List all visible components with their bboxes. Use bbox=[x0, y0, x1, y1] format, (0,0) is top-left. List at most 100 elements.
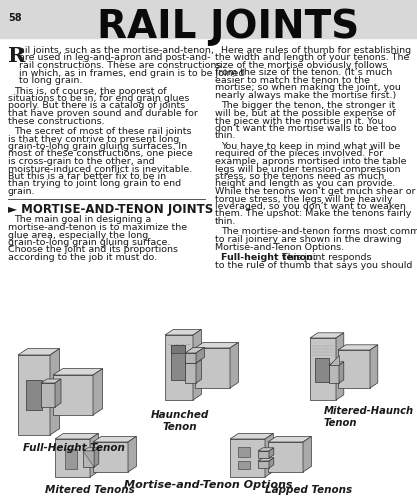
Text: Choose the joint and its proportions: Choose the joint and its proportions bbox=[8, 246, 178, 254]
Text: the piece with the mortise in it. You: the piece with the mortise in it. You bbox=[215, 116, 384, 126]
Text: from the size of the tenon. (It’s much: from the size of the tenon. (It’s much bbox=[215, 68, 392, 78]
Polygon shape bbox=[185, 363, 196, 383]
Text: situations to be in, for end grain glues: situations to be in, for end grain glues bbox=[8, 94, 189, 103]
Text: RAIL JOINTS: RAIL JOINTS bbox=[98, 8, 359, 46]
Polygon shape bbox=[338, 350, 370, 388]
Text: The mortise-and-tenon forms most common: The mortise-and-tenon forms most common bbox=[221, 228, 417, 236]
Text: according to the job it must do.: according to the job it must do. bbox=[8, 253, 157, 262]
Text: that have proven sound and durable for: that have proven sound and durable for bbox=[8, 109, 198, 118]
Polygon shape bbox=[258, 458, 274, 461]
Text: This joint responds: This joint responds bbox=[279, 253, 372, 262]
Polygon shape bbox=[338, 345, 378, 350]
Text: most of these constructions, one piece: most of these constructions, one piece bbox=[8, 150, 193, 158]
Polygon shape bbox=[370, 345, 378, 388]
Polygon shape bbox=[83, 451, 94, 467]
Polygon shape bbox=[329, 355, 339, 365]
Text: mortise; so when making the joint, you: mortise; so when making the joint, you bbox=[215, 84, 401, 92]
Text: Here are rules of thumb for establishing: Here are rules of thumb for establishing bbox=[221, 46, 411, 55]
Polygon shape bbox=[339, 362, 344, 383]
Polygon shape bbox=[94, 448, 99, 467]
Polygon shape bbox=[165, 335, 193, 400]
Polygon shape bbox=[171, 345, 185, 353]
Text: Mitered-Haunch
Tenon: Mitered-Haunch Tenon bbox=[324, 406, 414, 427]
Text: Lapped Tenons: Lapped Tenons bbox=[265, 485, 352, 495]
Text: 58: 58 bbox=[8, 13, 22, 23]
Polygon shape bbox=[258, 448, 274, 451]
Text: Mitered Tenons: Mitered Tenons bbox=[45, 485, 135, 495]
Text: grain-to-long grain gluing surface.: grain-to-long grain gluing surface. bbox=[8, 238, 171, 247]
Polygon shape bbox=[258, 461, 269, 468]
Text: R: R bbox=[8, 46, 25, 66]
Text: ► MORTISE-AND-TENON JOINTS: ► MORTISE-AND-TENON JOINTS bbox=[8, 204, 213, 216]
Polygon shape bbox=[53, 375, 93, 415]
Text: is that they contrive to present long: is that they contrive to present long bbox=[8, 134, 179, 143]
Text: You have to keep in mind what will be: You have to keep in mind what will be bbox=[221, 142, 400, 151]
Polygon shape bbox=[18, 348, 60, 355]
Bar bbox=[0, 0, 417, 38]
Text: ail joints, such as the mortise-and-tenon,: ail joints, such as the mortise-and-teno… bbox=[19, 46, 214, 55]
Polygon shape bbox=[171, 345, 185, 380]
Polygon shape bbox=[303, 436, 311, 472]
Polygon shape bbox=[55, 379, 61, 407]
Polygon shape bbox=[93, 368, 103, 415]
Polygon shape bbox=[185, 360, 201, 363]
Polygon shape bbox=[269, 448, 274, 458]
Polygon shape bbox=[55, 434, 98, 439]
Polygon shape bbox=[195, 342, 239, 348]
Text: the width and length of your tenons. The: the width and length of your tenons. The bbox=[215, 54, 409, 62]
Text: poorly. But there is a catalog of joints: poorly. But there is a catalog of joints bbox=[8, 102, 185, 110]
Polygon shape bbox=[185, 348, 204, 353]
Polygon shape bbox=[258, 451, 269, 458]
Polygon shape bbox=[65, 449, 77, 469]
Polygon shape bbox=[165, 330, 201, 335]
Text: than trying to joint long grain to end: than trying to joint long grain to end bbox=[8, 180, 181, 188]
Text: easier to match the tenon to the: easier to match the tenon to the bbox=[215, 76, 370, 85]
Polygon shape bbox=[26, 380, 42, 410]
Text: size of the mortise obviously follows: size of the mortise obviously follows bbox=[215, 61, 387, 70]
Polygon shape bbox=[53, 368, 103, 375]
Text: Mortise-and-Tenon Options: Mortise-and-Tenon Options bbox=[124, 480, 293, 490]
Polygon shape bbox=[315, 358, 329, 382]
Polygon shape bbox=[83, 448, 99, 451]
Polygon shape bbox=[41, 383, 55, 407]
Text: stress, so the tenons need as much: stress, so the tenons need as much bbox=[215, 172, 384, 181]
Polygon shape bbox=[83, 451, 94, 467]
Text: is cross-grain to the other, and: is cross-grain to the other, and bbox=[8, 157, 155, 166]
Text: The main goal in designing a: The main goal in designing a bbox=[14, 216, 151, 224]
Text: nearly always make the mortise first.): nearly always make the mortise first.) bbox=[215, 91, 396, 100]
Polygon shape bbox=[55, 439, 90, 477]
Polygon shape bbox=[50, 348, 60, 435]
Text: height and length as you can provide.: height and length as you can provide. bbox=[215, 180, 395, 188]
Text: don’t want the mortise walls to be too: don’t want the mortise walls to be too bbox=[215, 124, 397, 133]
Polygon shape bbox=[238, 447, 250, 457]
Text: Haunched
Tenon: Haunched Tenon bbox=[151, 410, 209, 432]
Text: in which, as in frames, end grain is to be joined: in which, as in frames, end grain is to … bbox=[19, 68, 244, 78]
Text: required of the pieces involved. For: required of the pieces involved. For bbox=[215, 150, 383, 158]
Polygon shape bbox=[230, 439, 265, 477]
Polygon shape bbox=[195, 348, 230, 388]
Polygon shape bbox=[93, 436, 136, 442]
Text: legs will be under tension-compression: legs will be under tension-compression bbox=[215, 164, 400, 173]
Text: grain-to-long grain gluing surfaces. In: grain-to-long grain gluing surfaces. In bbox=[8, 142, 187, 151]
Polygon shape bbox=[196, 360, 201, 383]
Text: glue area, especially the long: glue area, especially the long bbox=[8, 230, 148, 239]
Polygon shape bbox=[18, 355, 50, 435]
Text: But this is a far better fix to be in: But this is a far better fix to be in bbox=[8, 172, 166, 181]
Text: leveraged, so you don’t want to weaken: leveraged, so you don’t want to weaken bbox=[215, 202, 406, 211]
Polygon shape bbox=[230, 342, 239, 388]
Text: The bigger the tenon, the stronger it: The bigger the tenon, the stronger it bbox=[221, 102, 395, 110]
Polygon shape bbox=[336, 333, 344, 400]
Text: While the tenons won’t get much shear or: While the tenons won’t get much shear or bbox=[215, 187, 415, 196]
Text: these constructions.: these constructions. bbox=[8, 116, 105, 126]
Text: grain.: grain. bbox=[8, 187, 35, 196]
Text: to long grain.: to long grain. bbox=[19, 76, 83, 85]
Polygon shape bbox=[268, 436, 311, 442]
Text: example, aprons mortised into the table: example, aprons mortised into the table bbox=[215, 157, 407, 166]
Polygon shape bbox=[230, 434, 274, 439]
Text: torque stress, the legs will be heavily: torque stress, the legs will be heavily bbox=[215, 194, 392, 203]
Polygon shape bbox=[310, 333, 344, 338]
Polygon shape bbox=[329, 365, 339, 383]
Text: them. The upshot: Make the tenons fairly: them. The upshot: Make the tenons fairly bbox=[215, 210, 412, 218]
Text: thin.: thin. bbox=[215, 132, 236, 140]
Polygon shape bbox=[268, 442, 303, 472]
